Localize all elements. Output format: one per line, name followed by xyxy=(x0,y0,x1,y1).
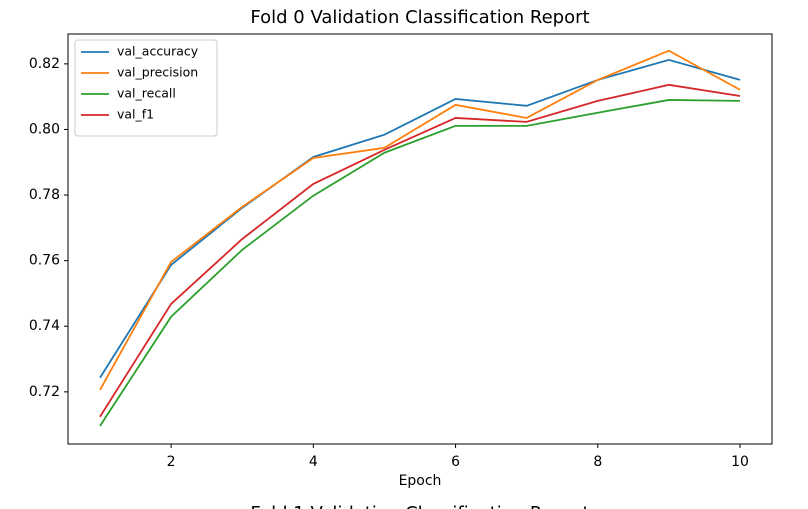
x-tick-label: 8 xyxy=(593,454,602,470)
y-tick-label: 0.74 xyxy=(29,318,60,334)
chart-title: Fold 1 Validation Classification Report xyxy=(250,503,589,509)
chart-title: Fold 0 Validation Classification Report xyxy=(250,7,589,28)
series-line xyxy=(99,99,741,427)
y-tick-label: 0.78 xyxy=(29,187,60,203)
plot-frame xyxy=(67,33,773,445)
legend: val_accuracy val_precision val_recall val_f… xyxy=(74,39,218,137)
legend-label: val_recall xyxy=(117,86,176,101)
x-axis-label: Epoch xyxy=(399,473,442,489)
x-tick-label: 2 xyxy=(167,454,176,470)
y-tick-label: 0.76 xyxy=(29,253,60,269)
series-line xyxy=(99,83,741,418)
y-tick-label: 0.72 xyxy=(29,384,60,400)
x-tick-label: 10 xyxy=(731,454,749,470)
legend-label: val_precision xyxy=(117,65,198,80)
y-tick-label: 0.82 xyxy=(29,56,60,72)
x-tick-label: 6 xyxy=(451,454,460,470)
legend-label: val_f1 xyxy=(117,107,154,122)
legend-label: val_accuracy xyxy=(117,44,199,59)
series-line xyxy=(99,58,741,379)
legend-box xyxy=(74,39,218,137)
x-tick-label: 4 xyxy=(309,454,318,470)
series-line xyxy=(99,49,741,391)
y-tick-label: 0.80 xyxy=(29,121,60,137)
